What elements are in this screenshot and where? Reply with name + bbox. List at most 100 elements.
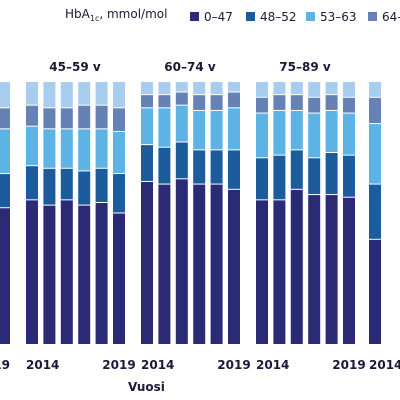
bar-segment [60,108,73,129]
bar-segment [43,129,56,168]
bar-segment [60,200,73,344]
bar-segment [78,171,91,205]
legend-label: 0–47 [204,10,233,24]
bar-segment [43,168,56,205]
bar-segment [60,168,73,200]
bar-segment [175,142,188,179]
bar-segment [60,82,73,108]
legend-title: HbA1c, mmol/mol [65,7,167,23]
bar-segment [175,92,188,105]
bar-segment [193,110,206,150]
legend-swatch [246,12,255,21]
bar-segment [273,155,286,200]
legend-swatch [190,12,199,21]
bar-segment [369,124,381,184]
bar-segment [290,150,303,189]
bar-segment [95,202,108,344]
legend-swatch [306,12,315,21]
legend-label: 48–52 [260,10,297,24]
bar-segment [95,129,108,168]
bar-segment [113,82,125,108]
bar-segment [193,95,206,110]
bar-segment [158,147,171,184]
legend-label: 53–63 [320,10,357,24]
bar-segment [158,108,171,147]
bar-segment [141,95,153,108]
bar-segment [325,195,338,344]
x-tick-label: 2014 [141,358,174,372]
bar-segment [95,82,108,105]
bar-segment [369,239,381,344]
bar-segment [0,208,10,344]
bar-segment [141,108,153,145]
bar-segment [210,184,223,344]
bar-segment [43,108,56,129]
bar-segment [273,110,286,155]
bar-segment [256,82,268,97]
legend-title-rest: , mmol/mol [99,7,167,21]
bar-segment [158,184,171,344]
bar-segment [210,150,223,184]
bar-segment [78,129,91,171]
bar-segment [256,113,268,158]
bar-segment [343,97,355,113]
bar-segment [325,110,338,153]
bar-segment [343,155,355,197]
bar-segment [78,105,91,129]
bar-segment [228,108,240,150]
legend-title-sub: 1c [90,14,100,23]
bar-segment [113,108,125,131]
bar-segment [193,82,206,95]
bar-segment [26,200,38,344]
bar-segment [0,108,10,129]
panel-title: 60–74 v [164,60,216,74]
bar-segment [193,184,206,344]
bar-segment [228,82,240,92]
bar-segment [193,150,206,184]
x-axis-label: Vuosi [128,380,165,394]
bar-segment [78,205,91,344]
bar-segment [141,181,153,344]
bar-segment [113,174,125,213]
bar-segment [158,82,171,95]
bar-segment [26,82,38,105]
bar-segment [273,200,286,344]
x-tick-label: 2019 [332,358,365,372]
panel-title: 75–89 v [279,60,331,74]
bar-segment [308,195,321,344]
bar-segment [210,95,223,110]
bar-segment [228,92,240,108]
bar-segment [158,95,171,108]
x-tick-label: 2014 [26,358,59,372]
bar-segment [325,82,338,95]
bar-segment [308,97,321,113]
bar-segment [0,174,10,208]
bar-segment [273,82,286,95]
bar-segment [273,95,286,110]
bar-segment [26,105,38,126]
bar-segment [26,126,38,166]
x-tick-label: 2019 [217,358,250,372]
bar-segment [95,105,108,129]
bar-segment [113,131,125,174]
bar-segment [141,145,153,181]
bar-segment [228,189,240,344]
bar-segment [290,95,303,110]
bar-segment [290,189,303,344]
bar-segment [343,197,355,344]
bar-segment [308,82,321,97]
x-tick-label: 2014 [256,358,289,372]
bar-segment [256,158,268,200]
bar-segment [228,150,240,189]
bar-segment [369,97,381,124]
bar-segment [210,82,223,95]
bar-segment [290,82,303,95]
bar-segment [210,110,223,150]
x-tick-label: 2019 [0,358,10,372]
bar-segment [308,158,321,195]
bar-segment [26,166,38,200]
bar-segment [175,179,188,344]
bar-segment [256,200,268,344]
bar-segment [43,82,56,108]
bar-segment [325,153,338,195]
